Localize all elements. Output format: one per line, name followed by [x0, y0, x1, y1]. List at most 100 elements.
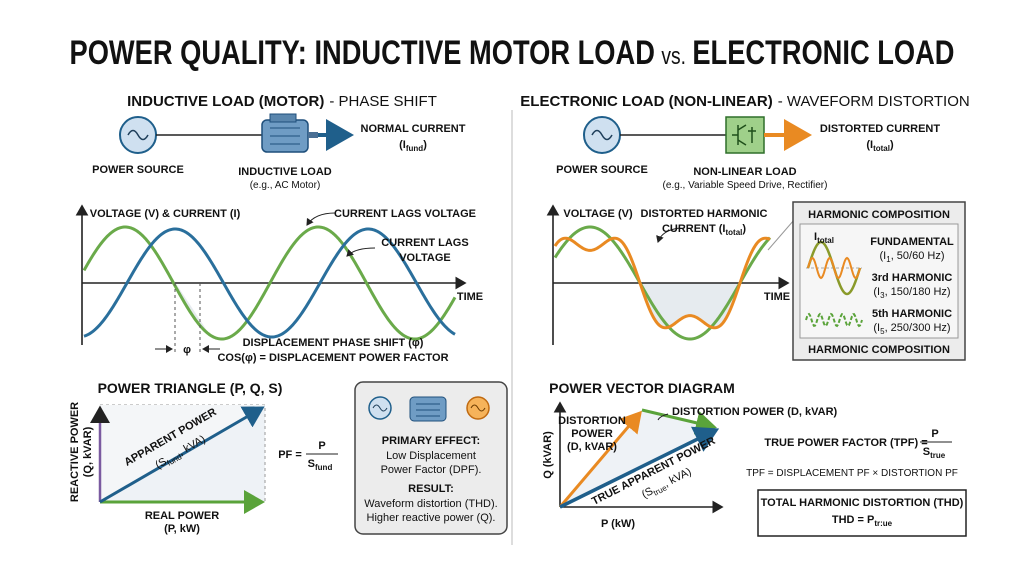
subscript: total	[873, 144, 890, 153]
symbol-part: S	[308, 458, 315, 470]
title-main: POWER QUALITY: INDUCTIVE MOTOR LOAD	[70, 34, 655, 72]
formula: Strue	[923, 446, 946, 460]
symbol-part: (I	[880, 250, 887, 262]
label: TOTAL HARMONIC DISTORTION (THD)	[761, 497, 964, 509]
symbol-part: (I	[866, 139, 873, 151]
formula: THD = Ptr:ue	[832, 514, 893, 528]
left-heading: INDUCTIVE LOAD (MOTOR) - PHASE SHIFT	[127, 93, 437, 110]
subscript: 1	[886, 255, 891, 264]
symbol-part: THD = P	[832, 514, 874, 526]
harmonic-name: FUNDAMENTAL	[870, 236, 954, 248]
harmonic-box-part	[805, 312, 863, 328]
label: (P, kW)	[164, 523, 200, 535]
symbol: (Ifund)	[399, 139, 427, 153]
left-waveform	[75, 204, 467, 353]
right-waveform-part	[767, 219, 795, 251]
axis-label: VOLTAGE (V) & CURRENT (I)	[90, 208, 241, 220]
right-waveform-part	[553, 225, 772, 341]
label: INDUCTIVE LOAD	[238, 166, 332, 178]
symbol: (Itotal)	[866, 139, 894, 153]
label: NORMAL CURRENT	[361, 123, 466, 135]
heading-bold: INDUCTIVE LOAD (MOTOR)	[127, 93, 324, 110]
left-waveform-part	[150, 244, 210, 335]
left-waveform-part	[306, 212, 336, 226]
text: Higher reactive power (Q).	[367, 512, 496, 524]
formula: Sfund	[308, 458, 333, 472]
symbol-part: )	[423, 139, 427, 151]
right-heading: ELECTRONIC LOAD (NON-LINEAR) - WAVEFORM D…	[520, 93, 969, 110]
formula: TRUE POWER FACTOR (TPF) =	[764, 437, 927, 449]
power-triangle-part	[99, 406, 265, 504]
formula: PF =	[278, 449, 302, 461]
axis-label: VOLTAGE (V)	[563, 208, 633, 220]
label: DISTORTION	[558, 415, 626, 427]
subscript: fund	[315, 463, 332, 472]
left-circuit-part	[127, 129, 149, 141]
axis-label: TIME	[457, 291, 483, 303]
left-waveform-part	[82, 225, 457, 341]
label: COS(φ) = DISPLACEMENT POWER FACTOR	[217, 352, 448, 364]
harmonic-box	[792, 201, 966, 361]
title-vs: vs.	[661, 43, 686, 70]
label: POWER SOURCE	[92, 164, 184, 176]
effect-box-part	[470, 404, 486, 412]
heading-bold: ELECTRONIC LOAD (NON-LINEAR)	[520, 93, 772, 110]
formula: TPF = DISPLACEMENT PF × DISTORTION PF	[746, 468, 958, 479]
text: Power Factor (DPF).	[381, 464, 482, 476]
effect-box	[354, 381, 508, 535]
heading-rest: - WAVEFORM DISTORTION	[778, 93, 970, 110]
title: POWER QUALITY: INDUCTIVE MOTOR LOADvs.EL…	[70, 34, 955, 72]
left-waveform-part	[346, 247, 376, 257]
label: PRIMARY EFFECT:	[382, 435, 480, 447]
effect-box-part	[372, 404, 388, 412]
formula: P	[931, 428, 938, 440]
callout: CURRENT (Itotal)	[662, 223, 746, 237]
note: (e.g., Variable Speed Drive, Rectifier)	[663, 180, 828, 191]
callout: DISTORTION POWER (D, kVAR)	[672, 406, 838, 418]
symbol-part: (I	[873, 322, 880, 334]
heading-rest: - PHASE SHIFT	[329, 93, 437, 110]
right-circuit-part	[591, 129, 613, 141]
symbol-part: )	[742, 223, 746, 235]
symbol-part: S	[923, 446, 930, 458]
subscript: fund	[406, 144, 423, 153]
symbol-part: (I	[873, 286, 880, 298]
label: POWER SOURCE	[556, 164, 648, 176]
left-circuit	[119, 113, 354, 154]
callout: CURRENT LAGS	[381, 237, 468, 249]
harmonic-items: FUNDAMENTAL(I1, 50/60 Hz)3rd HARMONIC(I3…	[870, 236, 954, 336]
subscript: total	[726, 228, 743, 237]
symbol-part: , 250/300 Hz)	[885, 322, 951, 334]
harmonic-detail: (I3, 150/180 Hz)	[873, 286, 950, 300]
box-footer: HARMONIC COMPOSITION	[808, 344, 950, 356]
section-title: POWER VECTOR DIAGRAM	[549, 380, 735, 396]
text: Waveform distortion (THD).	[364, 498, 497, 510]
harmonic-box-part	[807, 256, 861, 280]
right-waveform-part	[656, 227, 681, 243]
vector-diagram-part	[559, 426, 720, 509]
thd-box	[757, 489, 967, 537]
callout: CURRENT LAGS VOLTAGE	[334, 208, 476, 220]
symbol-part: (S	[640, 485, 655, 501]
right-waveform-part	[640, 283, 740, 328]
callout: VOLTAGE	[399, 252, 451, 264]
axis-label: P (kW)	[601, 518, 635, 530]
axis-label: TIME	[764, 291, 790, 303]
label: DISTORTED CURRENT	[820, 123, 940, 135]
vector-diagram-part	[657, 413, 669, 421]
left-circuit-part	[269, 113, 297, 123]
harmonic-detail: (I1, 50/60 Hz)	[880, 250, 945, 264]
vector-diagram-part	[558, 410, 642, 508]
label: DISPLACEMENT PHASE SHIFT (φ)	[243, 337, 424, 349]
effect-box-part	[354, 381, 508, 535]
symbol-part: CURRENT (I	[662, 223, 726, 235]
label: NON-LINEAR LOAD	[693, 166, 796, 178]
left-waveform-part	[83, 227, 456, 339]
symbol-part: , 150/180 Hz)	[885, 286, 951, 298]
axis-label: Q (kVAR)	[542, 431, 554, 479]
harmonic-name: 3rd HARMONIC	[872, 272, 953, 284]
symbol-part: , 50/60 Hz)	[891, 250, 945, 262]
right-circuit	[583, 116, 812, 154]
section-title: POWER TRIANGLE (P, Q, S)	[98, 380, 283, 396]
